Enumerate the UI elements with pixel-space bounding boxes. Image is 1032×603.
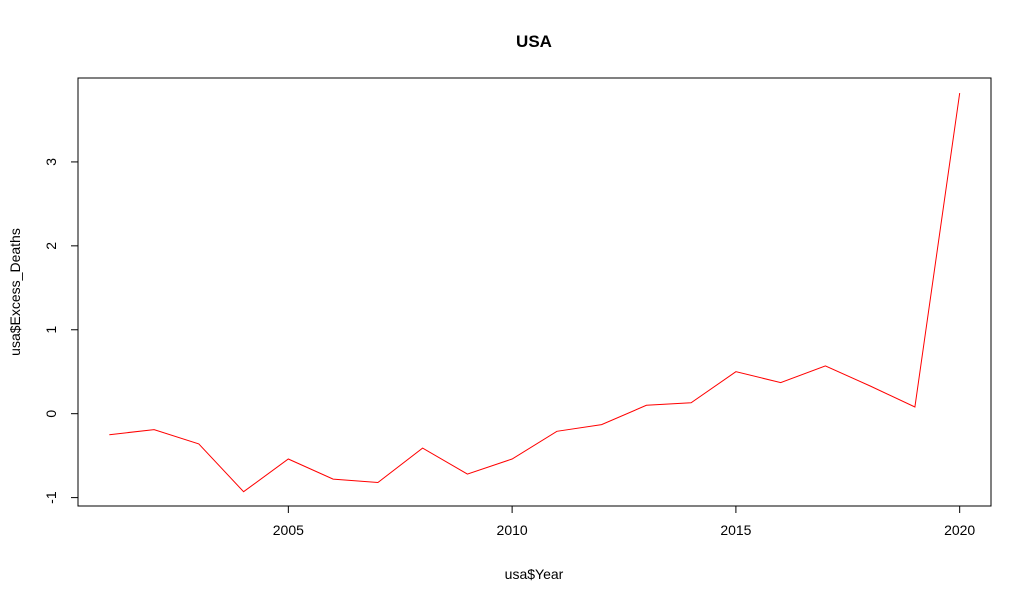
y-tick-label: 0 (43, 410, 59, 418)
series-line (109, 93, 961, 493)
y-axis-label: usa$Excess_Deaths (7, 228, 23, 356)
plot-frame (77, 77, 992, 507)
y-tick-label: 2 (43, 242, 59, 250)
x-axis-label: usa$Year (505, 566, 564, 582)
x-tick-label: 2015 (720, 522, 751, 538)
y-tick-label: 3 (43, 158, 59, 166)
x-tick-label: 2010 (497, 522, 528, 538)
x-tick-label: 2005 (273, 522, 304, 538)
y-axis: -1 0 1 2 3 (43, 158, 79, 504)
chart-title: USA (516, 32, 552, 51)
y-tick-label: 1 (43, 326, 59, 334)
x-tick-label: 2020 (944, 522, 975, 538)
x-axis: 2005 2010 2015 2020 (273, 505, 975, 538)
series-layer (109, 93, 961, 493)
y-tick-label: -1 (43, 491, 59, 504)
